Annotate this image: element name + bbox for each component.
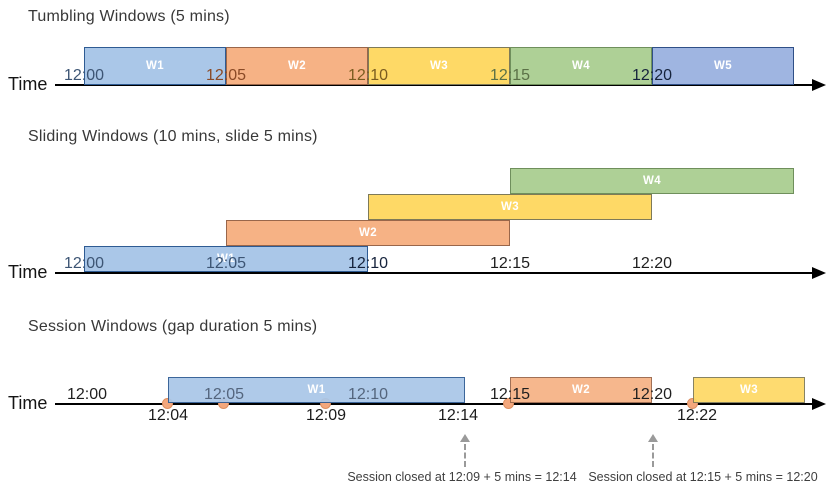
- tumbling-window-w1: W1: [84, 47, 226, 85]
- window-label: W4: [571, 60, 591, 72]
- window-label: W3: [429, 60, 449, 72]
- session-axis-arrow-icon: [812, 398, 826, 410]
- sliding-window-w2: W2: [226, 220, 510, 246]
- sliding-tick-1200: 12:00: [63, 255, 105, 272]
- arrow-up-icon: [648, 434, 658, 442]
- dashed-line: [652, 444, 654, 467]
- dashed-line: [464, 444, 466, 467]
- session-title: Session Windows (gap duration 5 mins): [28, 318, 318, 335]
- tumbling-tick-1220: 12:20: [631, 67, 673, 84]
- sliding-time-axis: [55, 272, 812, 274]
- session-tick-1210: 12:10: [347, 386, 389, 403]
- session-window-w3: W3: [693, 377, 805, 403]
- sliding-tick-1215: 12:15: [489, 255, 531, 272]
- sliding-window-w1: W1: [84, 246, 368, 272]
- tumbling-window-w2: W2: [226, 47, 368, 85]
- event-label-1209: 12:09: [305, 407, 347, 424]
- sliding-window-w4: W4: [510, 168, 794, 194]
- event-dot-1215: [503, 398, 514, 409]
- event-label-1214: 12:14: [437, 407, 479, 424]
- window-label: W5: [713, 60, 733, 72]
- sliding-time-axis-label: Time: [8, 262, 48, 282]
- sliding-tick-1210: 12:10: [347, 255, 389, 272]
- session-time-axis-label: Time: [8, 393, 48, 413]
- window-label: W2: [358, 227, 378, 239]
- window-label: W3: [739, 384, 759, 396]
- arrow-up-icon: [460, 434, 470, 442]
- event-dot-1204: [162, 398, 173, 409]
- window-label: W1: [307, 384, 326, 396]
- session-tick-1205: 12:05: [203, 386, 245, 403]
- session-annotation-1: Session closed at 12:09 + 5 mins = 12:14: [347, 470, 577, 484]
- event-label-1204: 12:04: [147, 407, 189, 424]
- tumbling-window-w4: W4: [510, 47, 652, 85]
- sliding-title: Sliding Windows (10 mins, slide 5 mins): [28, 128, 318, 145]
- window-label: W2: [287, 60, 307, 72]
- tumbling-time-axis: [55, 84, 812, 86]
- sliding-window-w3: W3: [368, 194, 652, 220]
- tumbling-window-w5: W5: [652, 47, 794, 85]
- event-dot-1222: [687, 398, 698, 409]
- tumbling-window-w3: W3: [368, 47, 510, 85]
- session-tick-1200: 12:00: [66, 386, 108, 403]
- event-label-1222: 12:22: [676, 407, 718, 424]
- tumbling-tick-1200: 12:00: [63, 67, 105, 84]
- window-label: W3: [500, 201, 520, 213]
- window-label: W2: [571, 384, 591, 396]
- tumbling-tick-1210: 12:10: [347, 67, 389, 84]
- session-time-axis: [55, 403, 812, 405]
- sliding-tick-1205: 12:05: [205, 255, 247, 272]
- session-tick-1220: 12:20: [631, 386, 673, 403]
- session-window-w1: W1: [168, 377, 465, 403]
- session-window-w2: W2: [510, 377, 652, 403]
- window-label: W1: [145, 60, 165, 72]
- tumbling-tick-1215: 12:15: [489, 67, 531, 84]
- sliding-tick-1220: 12:20: [631, 255, 673, 272]
- sliding-axis-arrow-icon: [812, 267, 826, 279]
- session-annotation-2: Session closed at 12:15 + 5 mins = 12:20: [588, 470, 818, 484]
- tumbling-tick-1205: 12:05: [205, 67, 247, 84]
- window-label: W1: [216, 253, 236, 265]
- window-label: W4: [642, 175, 662, 187]
- tumbling-title: Tumbling Windows (5 mins): [28, 8, 230, 25]
- session-tick-1215: 12:15: [489, 386, 531, 403]
- tumbling-time-axis-label: Time: [8, 74, 48, 94]
- tumbling-axis-arrow-icon: [812, 79, 826, 91]
